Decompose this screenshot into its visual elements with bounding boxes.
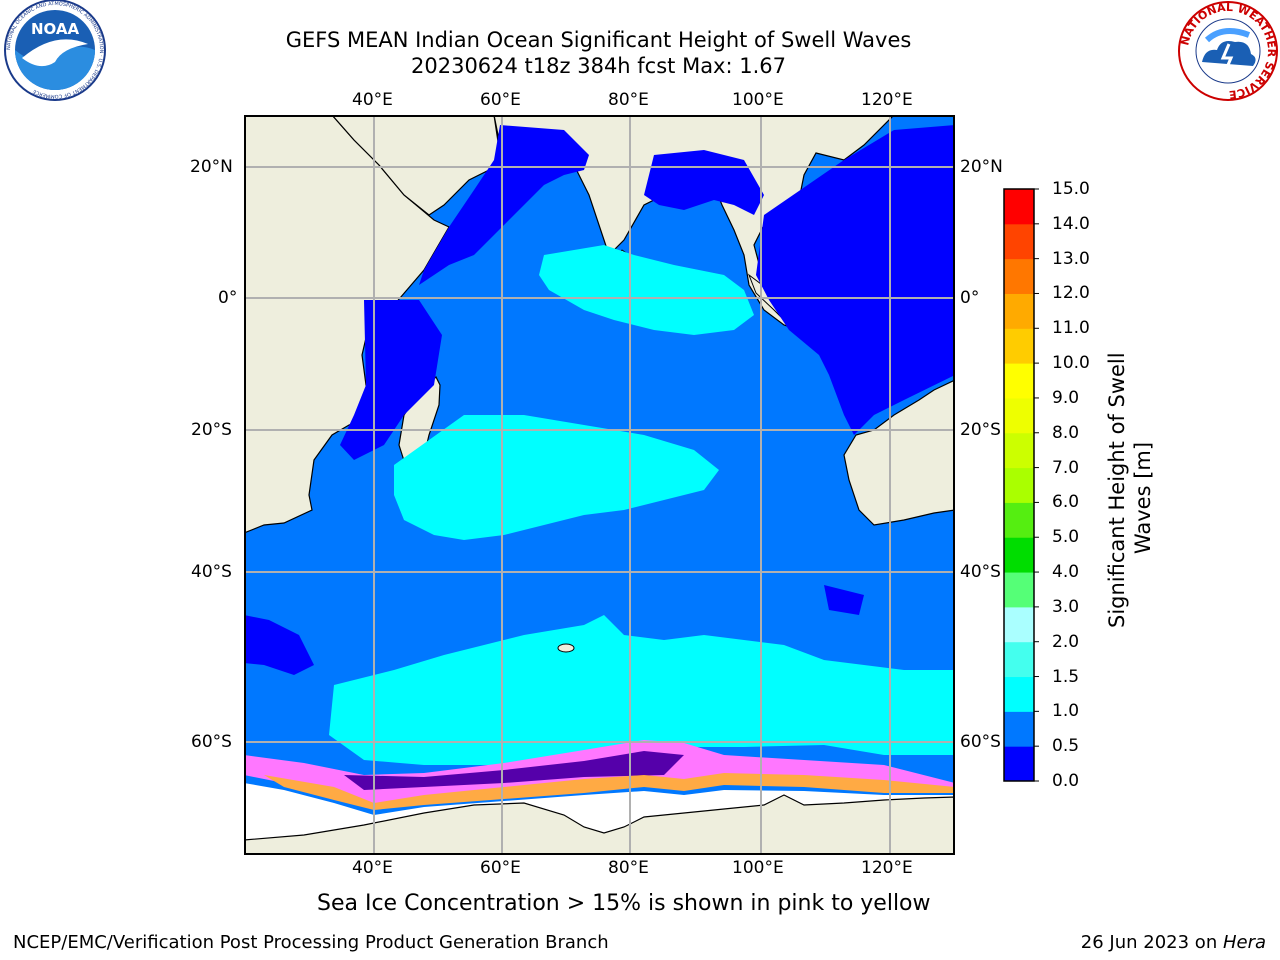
colorbar-tick-label: 8.0 — [1052, 422, 1080, 443]
colorbar-tick-label: 5.0 — [1052, 527, 1080, 548]
lon-label-top-40e: 40°E — [352, 90, 393, 110]
colorbar-label-line2: Waves [m] — [1131, 441, 1155, 555]
svg-text:NOAA: NOAA — [31, 20, 80, 38]
colorbar-tick-label: 14.0 — [1052, 213, 1090, 234]
colorbar-bin — [1004, 502, 1034, 538]
colorbar-tick-label: 6.0 — [1052, 492, 1080, 513]
map-panel — [244, 115, 955, 855]
sea-ice-band — [244, 740, 955, 810]
footer-machine: Hera — [1222, 932, 1266, 953]
map-title: GEFS MEAN Indian Ocean Significant Heigh… — [285, 28, 912, 52]
lat-label-left-60s: 60°S — [191, 732, 232, 752]
lon-label-bottom-60e: 60°E — [480, 858, 521, 878]
colorbar-bin — [1004, 606, 1034, 643]
colorbar-bin — [1004, 328, 1034, 364]
colorbar-tick-labels: 0.0 0.5 1.0 1.5 2.0 3.0 4.0 5.0 6.0 7.0 8.0 9.0 10.0… — [1044, 179, 1104, 791]
colorbar-bin — [1004, 223, 1034, 260]
lon-label-top-80e: 80°E — [608, 90, 649, 110]
nws-logo: NATIONAL WEATHER SERVICE — [1178, 1, 1278, 101]
colorbar-frame — [1003, 188, 1035, 782]
map-gridlines — [244, 115, 955, 855]
colorbar-tick-label: 9.0 — [1052, 387, 1080, 408]
lat-label-right-0: 0° — [960, 288, 980, 308]
colorbar-tick-label: 11.0 — [1052, 318, 1090, 339]
colorbar-tick-label: 1.0 — [1052, 701, 1080, 722]
lon-label-bottom-100e: 100°E — [732, 858, 784, 878]
land-australia — [843, 379, 955, 526]
colorbar-bin — [1004, 746, 1034, 782]
colorbar-tick-label: 7.0 — [1052, 457, 1080, 478]
colorbar-tick-label: 12.0 — [1052, 283, 1090, 304]
colorbar-bin — [1004, 641, 1034, 678]
colorbar-tick-label: 15.0 — [1052, 179, 1090, 199]
colorbar-bin — [1004, 711, 1034, 747]
lat-label-left-20n: 20°N — [190, 157, 233, 177]
swell-mid-regions — [329, 245, 955, 765]
sea-ice-note: Sea Ice Concentration > 15% is shown in … — [317, 891, 931, 916]
footer-date-text: 26 Jun 2023 on — [1080, 932, 1223, 953]
lon-label-bottom-80e: 80°E — [608, 858, 649, 878]
colorbar-tick-label: 3.0 — [1052, 596, 1080, 617]
colorbar-tick-label: 13.0 — [1052, 248, 1090, 269]
lon-label-top-120e: 120°E — [861, 90, 913, 110]
colorbar-bin — [1004, 189, 1034, 225]
lon-label-top-100e: 100°E — [732, 90, 784, 110]
lat-label-right-20n: 20°N — [960, 157, 1003, 177]
lat-label-right-20s: 20°S — [960, 420, 1001, 440]
noaa-logo: NOAA NATIONAL OCEANIC AND ATMOSPHERIC AD… — [4, 0, 106, 101]
land-asia — [493, 115, 895, 332]
land-kerguelen — [557, 643, 575, 653]
colorbar-bin — [1004, 467, 1034, 503]
colorbar-tick-label: 10.0 — [1052, 353, 1090, 374]
colorbar-bin — [1004, 676, 1034, 712]
lat-label-left-40s: 40°S — [191, 562, 232, 582]
footer-branch: NCEP/EMC/Verification Post Processing Pr… — [13, 932, 609, 953]
lat-label-left-0: 0° — [218, 288, 238, 308]
colorbar-tick-label: 0.5 — [1052, 736, 1080, 757]
colorbar-label-line1: Significant Height of Swell — [1105, 352, 1129, 628]
colorbar-bin — [1004, 537, 1034, 573]
colorbar-tick-label: 0.0 — [1052, 771, 1080, 791]
lon-label-bottom-40e: 40°E — [352, 858, 393, 878]
lon-label-bottom-120e: 120°E — [861, 858, 913, 878]
colorbar-label: Significant Height of Swell Waves [m] — [1104, 352, 1156, 628]
map-frame — [244, 115, 955, 855]
land-antarctica — [244, 794, 955, 855]
colorbar-bin — [1004, 397, 1034, 434]
colorbar-tick-label: 1.5 — [1052, 666, 1080, 687]
lat-label-left-20s: 20°S — [191, 420, 232, 440]
colorbar-bin — [1004, 293, 1034, 329]
colorbar-bin — [1004, 363, 1034, 399]
lon-label-top-60e: 60°E — [480, 90, 521, 110]
lat-label-right-40s: 40°S — [960, 562, 1001, 582]
footer-date: 26 Jun 2023 on Hera — [1081, 932, 1266, 954]
colorbar — [1003, 188, 1039, 782]
colorbar-tick-label: 4.0 — [1052, 562, 1080, 583]
colorbar-bin — [1004, 258, 1034, 294]
colorbar-bin — [1004, 572, 1034, 608]
colorbar-bin — [1004, 432, 1034, 469]
lat-label-right-60s: 60°S — [960, 732, 1001, 752]
colorbar-tick-label: 2.0 — [1052, 631, 1080, 652]
map-subtitle: 20230624 t18z 384h fcst Max: 1.67 — [411, 54, 786, 78]
